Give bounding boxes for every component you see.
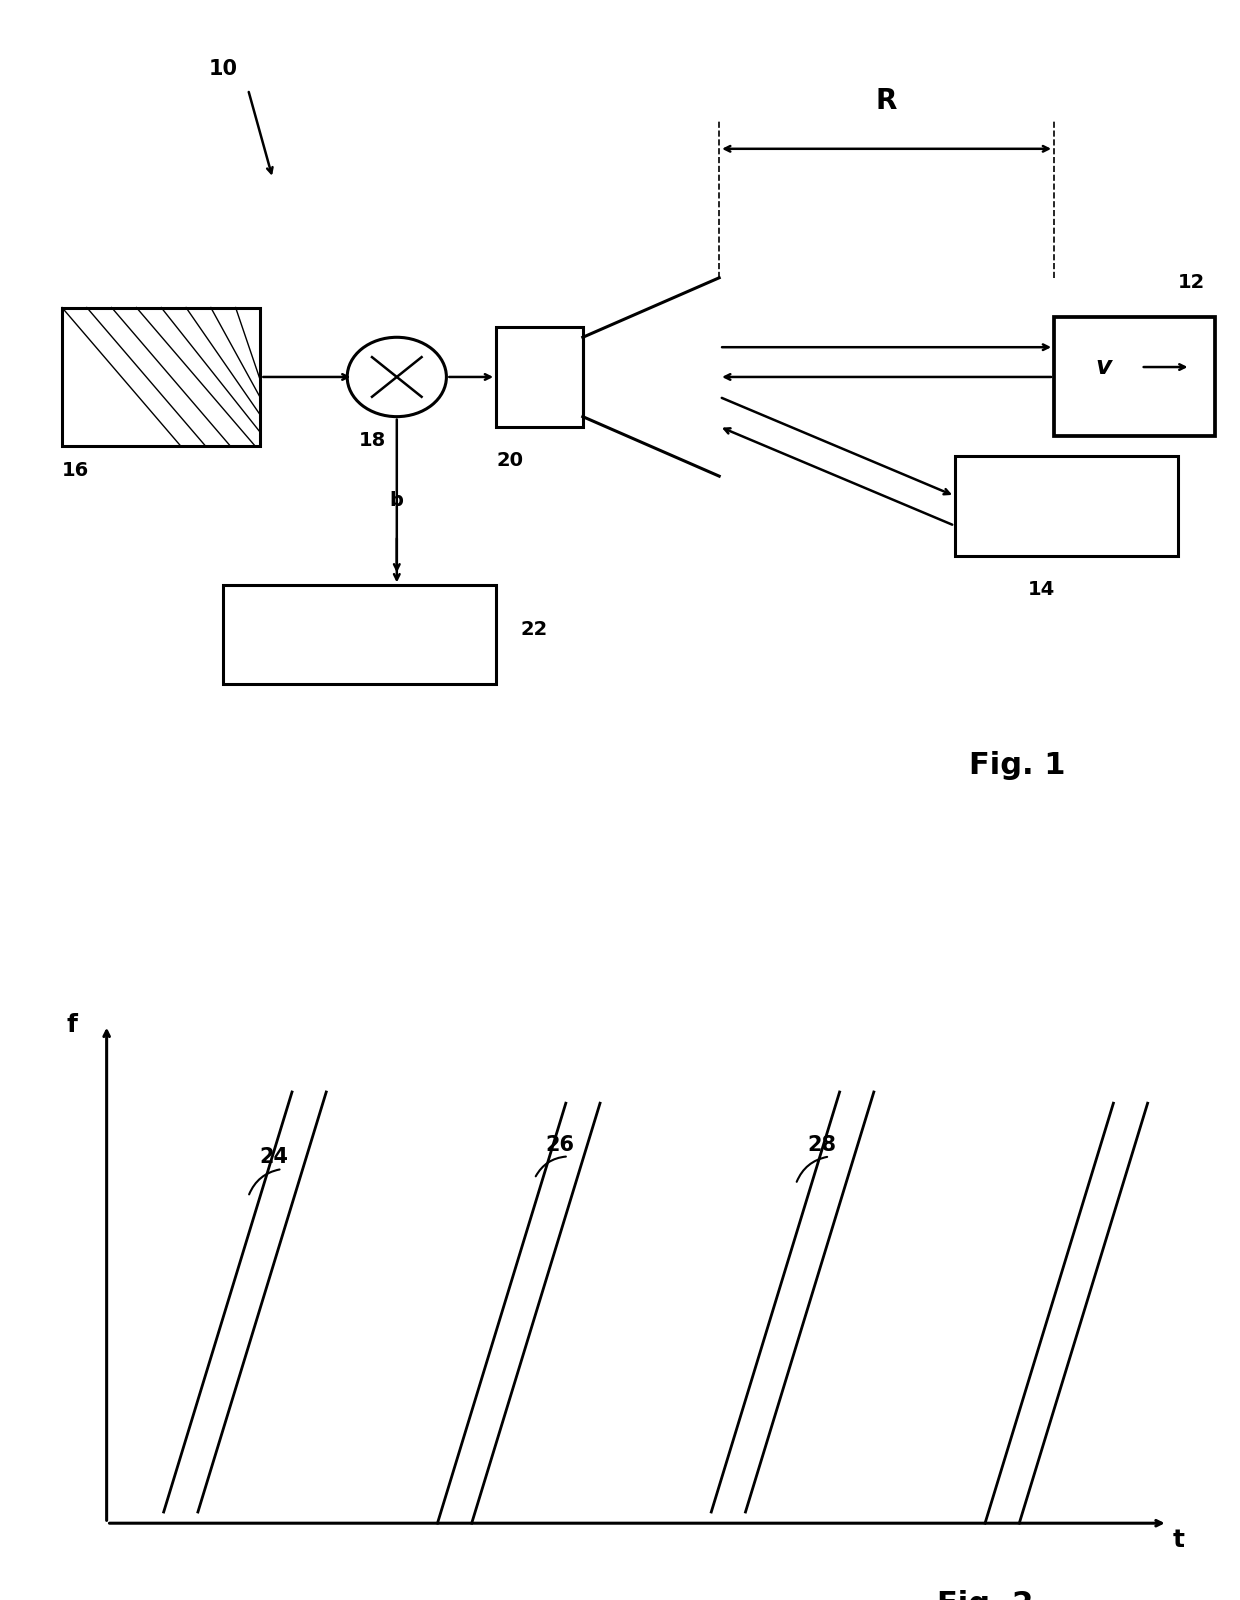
Text: 14: 14 <box>1028 581 1055 600</box>
Text: 10: 10 <box>208 59 238 80</box>
Text: Fig. 1: Fig. 1 <box>968 750 1065 779</box>
Text: 26: 26 <box>546 1134 575 1155</box>
Bar <box>1054 317 1215 437</box>
Bar <box>496 328 583 427</box>
Text: Fig. 2: Fig. 2 <box>937 1590 1033 1600</box>
Text: 12: 12 <box>1178 272 1205 291</box>
Text: b: b <box>389 491 404 510</box>
Text: 20: 20 <box>496 451 523 470</box>
Text: t: t <box>1173 1528 1185 1552</box>
Bar <box>62 307 260 446</box>
Text: 24: 24 <box>259 1147 289 1168</box>
Text: R: R <box>875 86 898 115</box>
Text: 28: 28 <box>807 1134 836 1155</box>
Text: 22: 22 <box>521 619 548 638</box>
Text: v: v <box>1095 355 1112 379</box>
Text: 16: 16 <box>62 461 89 480</box>
Bar <box>223 586 496 685</box>
Bar <box>955 456 1178 555</box>
Text: 18: 18 <box>358 432 386 451</box>
Text: f: f <box>67 1013 78 1037</box>
